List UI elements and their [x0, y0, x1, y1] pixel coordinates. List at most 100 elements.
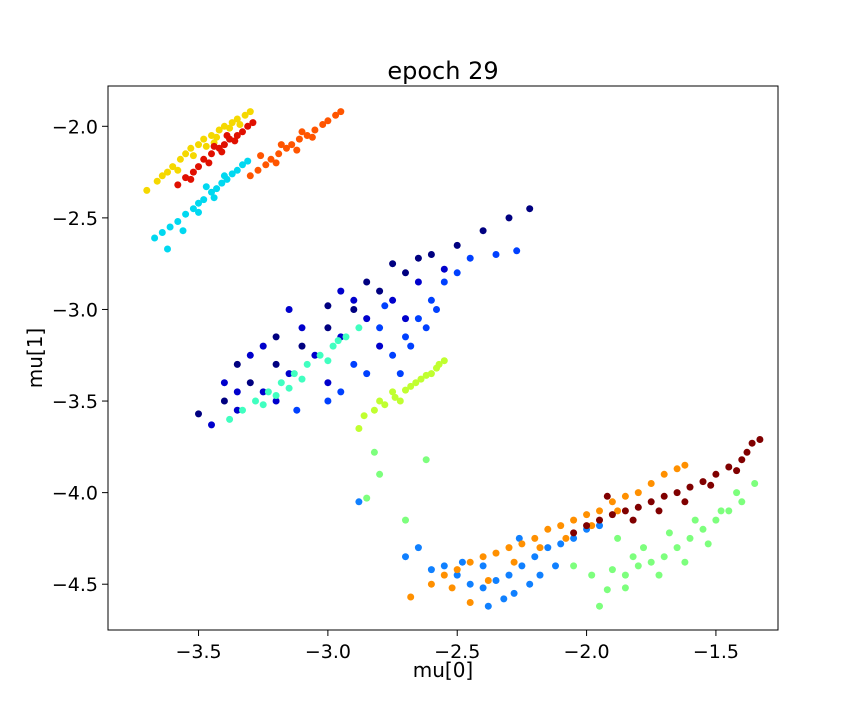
- data-point-s11-13: [583, 511, 591, 519]
- series-7: [226, 324, 363, 423]
- data-point-s10-20: [526, 580, 534, 588]
- data-point-s4-13: [526, 205, 534, 213]
- data-point-s2-19: [277, 141, 285, 149]
- data-point-s12-12: [725, 463, 733, 471]
- data-point-s1-15: [231, 137, 239, 145]
- data-point-s1-7: [220, 141, 228, 149]
- data-point-s12-9: [686, 483, 694, 491]
- data-point-s0-1: [153, 177, 161, 185]
- data-point-s0-16: [189, 152, 197, 160]
- data-point-s9-2: [422, 456, 430, 464]
- data-point-s11-21: [681, 461, 689, 469]
- data-point-s8-15: [427, 370, 435, 378]
- data-point-s5-0: [208, 421, 215, 429]
- data-point-s1-4: [200, 155, 208, 163]
- y-axis-label: mu[1]: [23, 328, 47, 389]
- data-point-s2-14: [272, 159, 280, 167]
- data-point-s11-2: [440, 571, 448, 579]
- data-point-s4-10: [453, 241, 461, 249]
- data-point-s2-1: [254, 166, 262, 174]
- data-point-s8-0: [355, 425, 363, 432]
- data-point-s11-29: [614, 507, 622, 515]
- data-point-s9-31: [614, 534, 622, 542]
- data-point-s0-20: [174, 166, 182, 174]
- data-point-s8-1: [360, 412, 368, 420]
- data-point-s5-16: [376, 342, 384, 350]
- data-point-s5-19: [337, 287, 345, 295]
- data-point-s1-2: [189, 168, 197, 176]
- data-point-s4-7: [376, 287, 384, 295]
- data-point-s4-6: [350, 306, 358, 313]
- data-point-s7-6: [303, 360, 311, 368]
- data-point-s1-3: [195, 163, 202, 171]
- data-point-s3-16: [164, 245, 171, 253]
- data-point-s6-8: [466, 254, 474, 262]
- data-point-s9-30: [704, 540, 712, 548]
- data-point-s6-15: [422, 324, 430, 332]
- data-point-s2-13: [337, 108, 345, 116]
- data-point-s11-11: [557, 522, 565, 530]
- data-point-s0-2: [164, 168, 171, 176]
- data-point-s10-2: [414, 544, 422, 552]
- data-point-s3-14: [239, 161, 246, 169]
- data-point-s0-13: [233, 115, 241, 123]
- data-point-s1-16: [187, 175, 195, 183]
- data-point-s4-18: [233, 360, 241, 368]
- data-point-s3-13: [233, 166, 241, 174]
- data-point-s1-13: [205, 159, 213, 167]
- x-axis-label: mu[0]: [413, 658, 474, 682]
- data-point-s7-1: [239, 406, 246, 414]
- data-point-s4-19: [414, 254, 422, 262]
- data-point-s10-0: [355, 498, 363, 506]
- data-point-s11-10: [544, 525, 552, 533]
- data-point-s9-20: [640, 544, 647, 552]
- data-point-s3-21: [179, 227, 187, 235]
- data-point-s0-18: [213, 133, 221, 141]
- data-point-s11-17: [634, 489, 642, 497]
- data-point-s1-10: [239, 128, 246, 136]
- data-point-s11-25: [510, 558, 518, 566]
- data-point-s7-12: [298, 375, 306, 383]
- data-point-s3-0: [151, 234, 159, 242]
- data-point-s3-15: [244, 157, 252, 165]
- data-point-s3-17: [195, 208, 202, 216]
- data-point-s5-6: [363, 315, 371, 323]
- data-point-s12-20: [707, 481, 715, 489]
- data-point-s4-17: [389, 260, 397, 268]
- data-point-s5-17: [402, 315, 409, 323]
- data-point-s2-0: [246, 172, 254, 180]
- data-point-s0-8: [200, 135, 208, 143]
- data-point-s11-22: [466, 599, 474, 606]
- data-point-s3-19: [220, 172, 228, 180]
- data-point-s12-10: [699, 478, 707, 486]
- data-point-s9-15: [712, 516, 720, 524]
- data-point-s9-8: [621, 571, 629, 579]
- data-point-s8-12: [417, 375, 425, 383]
- x-tick-label: −3.0: [305, 641, 351, 663]
- data-point-s6-2: [389, 351, 397, 359]
- data-point-s1-0: [174, 181, 182, 189]
- data-point-s3-7: [200, 196, 208, 204]
- data-point-s10-7: [479, 584, 487, 592]
- data-point-s3-10: [218, 179, 226, 187]
- data-point-s4-1: [220, 397, 228, 405]
- data-point-s11-12: [570, 516, 578, 524]
- data-point-s10-13: [557, 540, 565, 548]
- data-point-s11-9: [531, 534, 539, 542]
- x-tick-label: −1.5: [693, 641, 739, 663]
- data-point-s5-12: [350, 296, 358, 304]
- series-8: [355, 357, 448, 432]
- data-point-s4-0: [195, 410, 202, 418]
- data-point-s12-21: [733, 467, 741, 475]
- data-point-s5-7: [389, 296, 397, 304]
- data-point-s12-14: [743, 448, 751, 456]
- chart-title: epoch 29: [387, 57, 498, 85]
- data-point-s4-3: [272, 360, 280, 368]
- data-point-s11-0: [407, 593, 415, 601]
- data-point-s9-0: [370, 448, 378, 456]
- data-point-s2-15: [293, 146, 301, 154]
- data-point-s6-6: [440, 278, 448, 286]
- data-point-s12-19: [681, 498, 689, 506]
- data-point-s2-6: [288, 141, 296, 149]
